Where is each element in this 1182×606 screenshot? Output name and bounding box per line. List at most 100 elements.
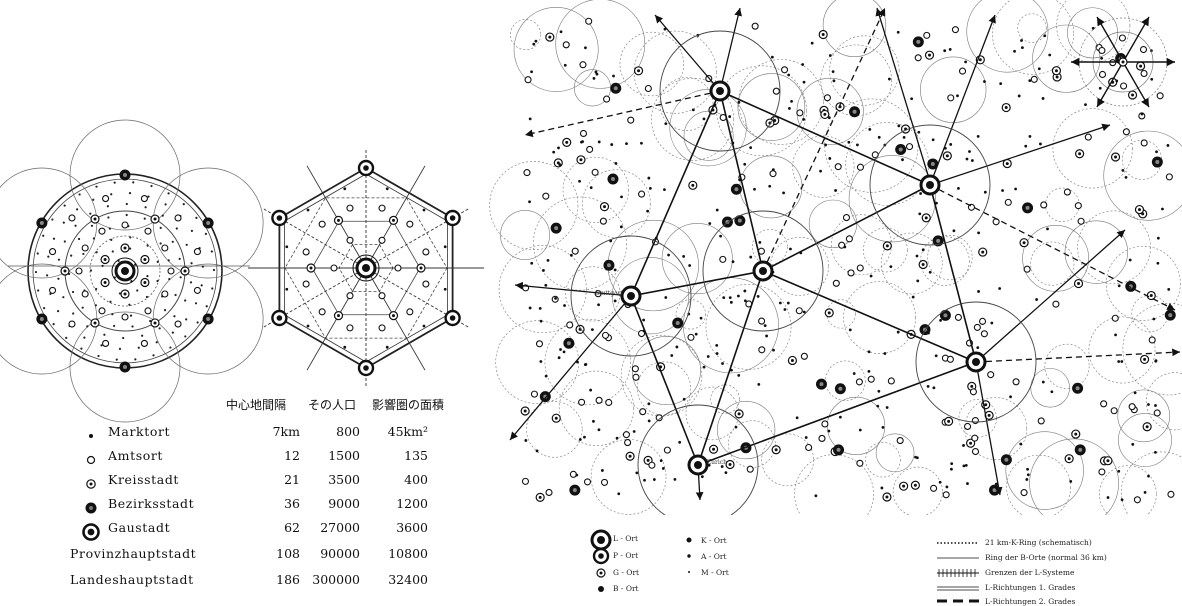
k-ort-symbol <box>193 286 201 294</box>
b-ort-core <box>1067 457 1071 461</box>
m-ort-symbol <box>731 260 735 264</box>
k-ort-symbol <box>758 346 766 354</box>
m-ort-symbol <box>877 389 881 393</box>
k-ort-symbol <box>601 331 610 339</box>
k-ort-symbol <box>971 447 980 456</box>
row-name: Bezirksstadt <box>108 496 195 511</box>
m-ort-symbol <box>285 245 289 249</box>
marktort-dot <box>51 218 54 221</box>
m-ort-symbol <box>1017 94 1021 98</box>
k-ort-symbol <box>923 31 931 39</box>
marktort-dot <box>161 214 164 217</box>
m-ort-symbol <box>968 150 971 153</box>
influence-ring <box>1103 130 1182 221</box>
marktort-dot <box>46 274 49 277</box>
m-ort-symbol <box>544 283 548 287</box>
m-ort-symbol <box>562 350 566 354</box>
marktort-dot <box>63 204 66 207</box>
l-direction-arrow <box>975 361 1003 496</box>
k-ort-symbol <box>578 398 586 406</box>
m-ort-symbol <box>1161 207 1164 211</box>
k-ort-symbol <box>545 488 553 497</box>
m-ort-symbol <box>932 386 936 390</box>
m-ort-symbol <box>706 355 710 358</box>
inset-arrow <box>1122 16 1150 63</box>
marktort-dot <box>174 293 177 297</box>
m-ort-symbol <box>1166 144 1170 147</box>
marktort-dot <box>158 327 161 330</box>
m-ort-symbol <box>575 473 579 477</box>
m-ort-symbol <box>1020 39 1023 42</box>
influence-ring <box>651 77 735 161</box>
b-ort-core <box>1004 106 1008 110</box>
k-ort-symbol <box>1037 417 1045 425</box>
g-ort-core <box>1004 457 1009 462</box>
m-ort-symbol <box>887 77 891 81</box>
b-ort-core <box>63 269 67 273</box>
influence-ring <box>513 7 599 92</box>
m-ort-symbol <box>881 425 885 429</box>
b-ort-core <box>885 495 889 499</box>
k-ort-symbol <box>954 313 962 321</box>
k-ort-symbol <box>161 290 169 298</box>
b-ort-core <box>1114 155 1118 159</box>
marktort-dot <box>196 321 199 324</box>
marktort-dot <box>108 227 111 230</box>
k-ort-symbol <box>914 54 922 62</box>
k-ort-symbol <box>1148 336 1156 344</box>
marktort-dot <box>62 296 65 299</box>
g-ort-core <box>916 39 921 44</box>
k-ort-symbol <box>140 195 148 203</box>
m-ort-symbol <box>743 162 747 166</box>
influence-ring <box>794 454 874 515</box>
m-ort-symbol <box>743 289 747 293</box>
b-ort-core <box>565 140 569 144</box>
m-ort-symbol <box>966 482 969 485</box>
influence-ring <box>619 31 684 97</box>
marktort-dot <box>37 289 40 292</box>
k-ort-symbol <box>579 61 587 69</box>
m-ort-symbol <box>715 343 719 347</box>
legend-l-boundaries: Grenzen der L-Systeme <box>985 568 1075 577</box>
influence-ring <box>716 65 807 157</box>
k-ort-symbol <box>566 321 574 329</box>
m-ort-symbol <box>1001 189 1004 192</box>
m-ort-symbol <box>715 352 719 355</box>
influence-ring <box>863 227 908 273</box>
m-ort-symbol <box>802 310 806 314</box>
l-direction-1 <box>697 270 764 466</box>
inset-arrow <box>1096 61 1124 108</box>
marktort-dot <box>125 202 128 206</box>
m-ort-symbol <box>795 416 799 420</box>
p-ort-core <box>363 165 369 171</box>
b-ort-core <box>1005 162 1009 166</box>
k-ort-symbol <box>973 323 981 331</box>
row-population: 9000 <box>328 496 360 511</box>
marktort-dot <box>185 318 188 321</box>
influence-ring <box>770 236 829 296</box>
inset-arrow <box>1122 61 1150 108</box>
influence-ring <box>555 0 646 89</box>
k-ort-symbol <box>780 66 789 74</box>
b-ort-core <box>1074 432 1078 436</box>
marktort-dot <box>179 276 182 279</box>
b-ort-core <box>1022 241 1026 245</box>
b-ort-core <box>523 409 527 413</box>
b-ort-core <box>737 412 741 416</box>
b-ort-core <box>1145 425 1149 429</box>
k-ort-symbol <box>394 264 402 272</box>
k-ort-symbol <box>542 192 550 200</box>
marktort-dot <box>71 290 75 294</box>
k-ort-symbol <box>958 67 967 75</box>
l-direction-arrow <box>975 229 1126 363</box>
b-ort-core <box>1139 64 1143 68</box>
influence-ring <box>633 30 717 114</box>
marktort-dot <box>82 252 85 256</box>
marktort-dot <box>57 258 61 261</box>
k-ort-symbol <box>1020 489 1028 497</box>
m-ort-symbol <box>949 143 953 146</box>
g-ort-core <box>838 386 843 391</box>
marktort-dot <box>63 240 66 243</box>
k-ort-symbol <box>1167 490 1175 498</box>
influence-ring <box>710 384 740 414</box>
